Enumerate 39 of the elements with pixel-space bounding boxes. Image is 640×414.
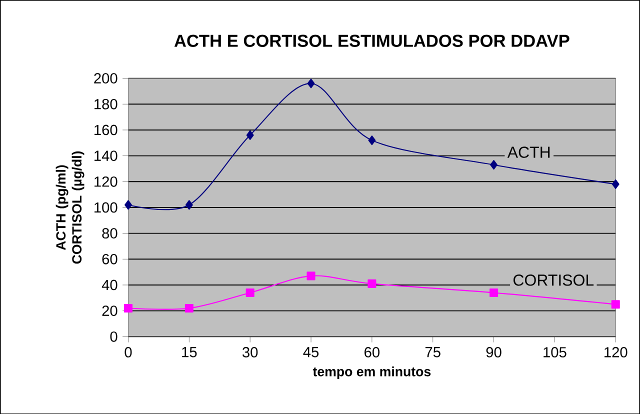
point [368, 279, 376, 288]
x-tick-label: 90 [486, 346, 502, 358]
y-tick-label: 60 [102, 254, 118, 264]
point [490, 288, 498, 297]
y-tick-label: 0 [110, 331, 118, 342]
point [124, 304, 133, 312]
point [246, 130, 254, 140]
y-tick-label: 80 [102, 228, 118, 238]
y-tick-label: 160 [94, 124, 118, 136]
point [612, 179, 620, 189]
point [307, 78, 315, 88]
x-tick-label: 45 [303, 346, 319, 358]
y-tick-label: 200 [94, 72, 118, 84]
x-tick-label: 15 [182, 346, 197, 358]
x-tick-label: 75 [425, 346, 440, 358]
y-axis-title: ACTH (pg/ml) CORTISOL (µg/dl) [56, 151, 84, 264]
y-tick-label: 140 [94, 150, 118, 161]
point [246, 288, 254, 297]
point [306, 272, 316, 280]
y-tick-label: 180 [94, 98, 118, 110]
x-tick-label: 30 [242, 346, 258, 358]
y-tick-label: 120 [94, 176, 118, 187]
x-axis-title: tempo em minutos [312, 366, 431, 379]
point [490, 160, 498, 170]
x-tick-label: 60 [364, 346, 380, 358]
x-tick-label: 0 [124, 346, 132, 358]
point [185, 200, 193, 210]
y-tick-label: 40 [102, 280, 118, 290]
point [611, 300, 620, 308]
y-tick-label: 20 [102, 306, 118, 316]
x-tick-label: 105 [544, 346, 566, 358]
y-tick-label: 100 [94, 202, 118, 213]
point [124, 200, 132, 210]
point [184, 304, 194, 312]
point [368, 135, 376, 145]
chart-title: ACTH E CORTISOL ESTIMULADOS POR DDAVP [174, 34, 570, 47]
x-tick-label: 120 [604, 346, 628, 358]
series-label: ACTH [507, 146, 550, 158]
series-label: CORTISOL [514, 274, 594, 286]
